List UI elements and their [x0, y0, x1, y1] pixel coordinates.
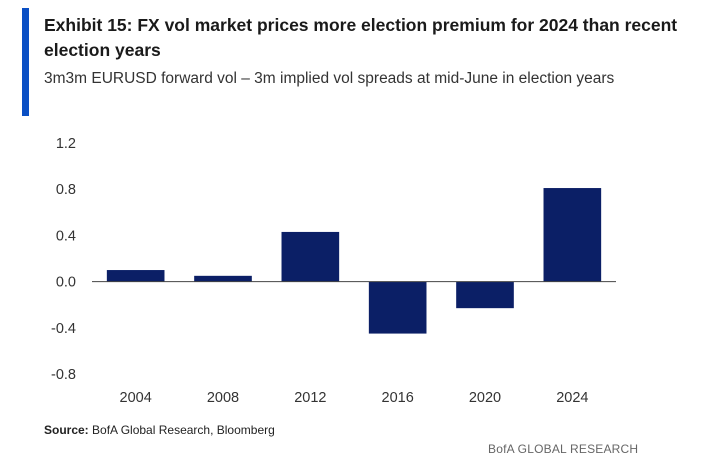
chart-subtitle: 3m3m EURUSD forward vol – 3m implied vol… — [44, 70, 615, 87]
x-tick-label: 2004 — [120, 390, 152, 406]
y-tick-label: -0.8 — [51, 367, 76, 383]
bar-2008 — [194, 275, 252, 282]
bar-2004 — [106, 270, 165, 282]
x-tick-label: 2020 — [469, 390, 501, 406]
brand-footer: BofA GLOBAL RESEARCH — [488, 442, 639, 456]
bar-chart: 1.2 0.8 0.4 0.0 -0.4 -0.8 2004 2008 2012 2016 202… — [51, 136, 616, 406]
source-text: BofA Global Research, Bloomberg — [88, 423, 275, 437]
y-tick-label: 1.2 — [56, 136, 76, 152]
bar-2024 — [543, 188, 602, 282]
y-tick-label: 0.0 — [56, 275, 76, 291]
bar-2016 — [368, 281, 427, 334]
chart-title: Exhibit 15: FX vol market prices more el… — [44, 15, 678, 60]
x-tick-label: 2012 — [294, 390, 326, 406]
y-tick-label: 0.4 — [56, 228, 76, 244]
source-note: Source: BofA Global Research, Bloomberg — [44, 423, 275, 437]
source-label: Source: — [44, 423, 89, 437]
accent-bar — [22, 8, 29, 116]
x-tick-label: 2016 — [382, 390, 414, 406]
y-axis: 1.2 0.8 0.4 0.0 -0.4 -0.8 — [51, 136, 76, 383]
bars — [106, 188, 602, 334]
y-tick-label: -0.4 — [51, 321, 76, 337]
x-tick-label: 2008 — [207, 390, 239, 406]
bar-2020 — [456, 281, 514, 309]
bar-2012 — [281, 231, 340, 282]
y-tick-label: 0.8 — [56, 182, 76, 198]
x-axis: 2004 2008 2012 2016 2020 2024 — [120, 390, 589, 406]
x-tick-label: 2024 — [556, 390, 588, 406]
